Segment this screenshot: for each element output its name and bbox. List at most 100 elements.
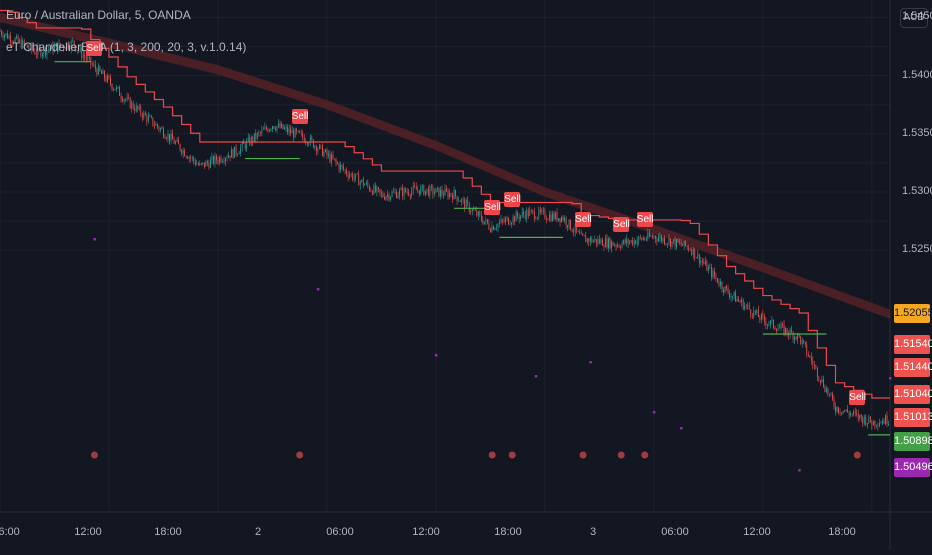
candle-body: [351, 174, 352, 175]
candle-body: [142, 114, 143, 117]
candle-body: [461, 199, 462, 202]
candle-body: [333, 155, 334, 159]
candle-body: [255, 133, 256, 139]
candle-body: [638, 237, 639, 241]
candle-body: [682, 245, 683, 246]
candle-body: [130, 98, 131, 108]
candle-body: [16, 36, 17, 38]
candle-body: [814, 365, 815, 366]
candle-body: [653, 236, 654, 237]
candle-body: [876, 425, 877, 426]
candle-body: [408, 192, 409, 195]
candle-body: [850, 414, 851, 416]
sell-label: Sell: [504, 192, 520, 207]
candle-body: [488, 223, 489, 229]
candle-body: [436, 188, 437, 192]
candle-body: [322, 145, 323, 156]
candle-body: [874, 421, 875, 426]
price-tag: 1.51013: [894, 408, 930, 427]
candle-body: [852, 414, 853, 415]
candle-body: [124, 100, 125, 102]
candle-body: [183, 150, 184, 154]
x-tick-label: 12:00: [743, 526, 771, 538]
candle-body: [372, 191, 373, 194]
candle-body: [755, 310, 756, 313]
candle-body: [149, 116, 150, 117]
candle-body: [426, 189, 427, 191]
candle-body: [498, 224, 499, 228]
candle-body: [184, 150, 185, 156]
candle-body: [429, 186, 430, 196]
candle-body: [463, 199, 464, 200]
candle-body: [484, 222, 485, 224]
candle-body: [181, 150, 182, 153]
candle-body: [532, 210, 533, 211]
candle-body: [821, 379, 822, 382]
candle-body: [614, 245, 615, 246]
candle-body: [750, 309, 751, 314]
candle-body: [529, 210, 530, 215]
indicator-legend[interactable]: eT ChandelierEMA (1, 3, 200, 20, 3, v.1.…: [6, 40, 246, 54]
candle-body: [281, 124, 282, 128]
candle-body: [513, 216, 514, 222]
candle-body: [775, 328, 776, 330]
candle-body: [370, 190, 371, 191]
symbol-title[interactable]: Euro / Australian Dollar, 5, OANDA: [6, 8, 191, 22]
candle-body: [227, 158, 228, 159]
candle-body: [773, 320, 774, 328]
candle-body: [177, 140, 178, 142]
candle-body: [290, 129, 291, 133]
candle-body: [311, 137, 312, 140]
candle-body: [476, 210, 477, 215]
candle-body: [504, 221, 505, 222]
candle-body: [811, 356, 812, 360]
candle-body: [221, 157, 222, 162]
candle-body: [485, 219, 486, 221]
candle-body: [846, 409, 847, 411]
y-tick-label: 1.52500: [902, 243, 932, 255]
candle-body: [446, 189, 447, 191]
candle-body: [245, 144, 246, 148]
sell-label: Sell: [613, 217, 629, 232]
candle-body: [703, 262, 704, 264]
candle-body: [522, 212, 523, 216]
candle-body: [369, 186, 370, 190]
candle-body: [716, 276, 717, 278]
candle-body: [275, 129, 276, 130]
candle-body: [36, 54, 37, 55]
candle-body: [501, 219, 502, 222]
candle-body: [152, 117, 153, 125]
candle-body: [525, 214, 526, 218]
candle-body: [505, 219, 506, 222]
candle-body: [705, 261, 706, 264]
candle-body: [667, 243, 668, 244]
y-tick-label: 1.53500: [902, 127, 932, 139]
candle-body: [443, 194, 444, 195]
candle-body: [145, 113, 146, 116]
candle-body: [317, 149, 318, 151]
candle-body: [420, 187, 421, 194]
candle-body: [355, 174, 356, 178]
candle-body: [399, 190, 400, 195]
candle-body: [375, 186, 376, 192]
price-tag: 1.51540: [894, 335, 930, 354]
candle-body: [584, 235, 585, 236]
candle-body: [747, 305, 748, 306]
candle-body: [195, 161, 196, 165]
candle-body: [260, 132, 261, 133]
candle-body: [499, 222, 500, 223]
candle-body: [644, 238, 645, 239]
candle-body: [207, 162, 208, 164]
candle-body: [215, 156, 216, 164]
candle-body: [555, 212, 556, 219]
candle-body: [888, 424, 889, 425]
candle-body: [678, 239, 679, 242]
candle-body: [496, 228, 497, 229]
candle-body: [242, 142, 243, 147]
candle-body: [387, 194, 388, 196]
candle-body: [127, 97, 128, 99]
candle-body: [601, 240, 602, 243]
candle-body: [109, 76, 110, 78]
